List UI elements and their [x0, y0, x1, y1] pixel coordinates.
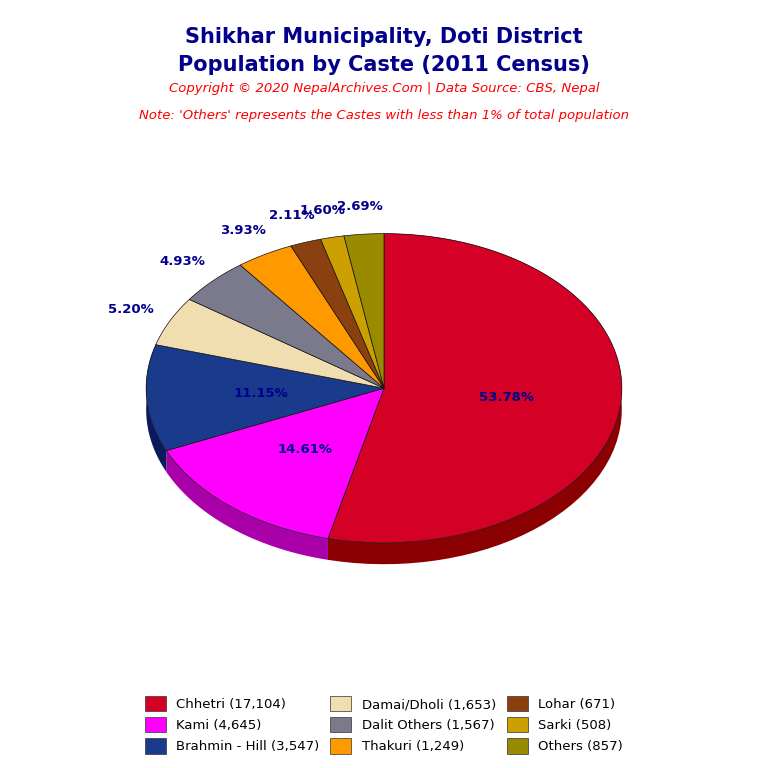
Polygon shape: [328, 233, 622, 543]
Text: Population by Caste (2011 Census): Population by Caste (2011 Census): [178, 55, 590, 75]
Polygon shape: [291, 239, 384, 388]
Polygon shape: [320, 236, 384, 388]
Text: 3.93%: 3.93%: [220, 224, 266, 237]
Polygon shape: [167, 388, 384, 538]
Polygon shape: [190, 265, 384, 388]
Polygon shape: [146, 345, 167, 472]
Polygon shape: [156, 300, 384, 388]
Legend: Chhetri (17,104), Kami (4,645), Brahmin - Hill (3,547), Damai/Dholi (1,653), Dal: Chhetri (17,104), Kami (4,645), Brahmin …: [141, 692, 627, 757]
Polygon shape: [240, 246, 384, 388]
Text: 2.69%: 2.69%: [337, 200, 383, 213]
Text: 4.93%: 4.93%: [159, 255, 205, 268]
Text: Note: 'Others' represents the Castes with less than 1% of total population: Note: 'Others' represents the Castes wit…: [139, 109, 629, 122]
Text: 11.15%: 11.15%: [233, 387, 288, 400]
Text: 5.20%: 5.20%: [108, 303, 154, 316]
Text: 53.78%: 53.78%: [479, 391, 535, 404]
Polygon shape: [344, 233, 384, 388]
Polygon shape: [167, 451, 328, 560]
Text: Copyright © 2020 NepalArchives.Com | Data Source: CBS, Nepal: Copyright © 2020 NepalArchives.Com | Dat…: [169, 82, 599, 95]
Polygon shape: [328, 233, 622, 564]
Text: 1.60%: 1.60%: [300, 204, 346, 217]
Text: 14.61%: 14.61%: [277, 443, 332, 456]
Text: Shikhar Municipality, Doti District: Shikhar Municipality, Doti District: [185, 27, 583, 47]
Polygon shape: [146, 345, 384, 451]
Text: 2.11%: 2.11%: [269, 210, 314, 223]
